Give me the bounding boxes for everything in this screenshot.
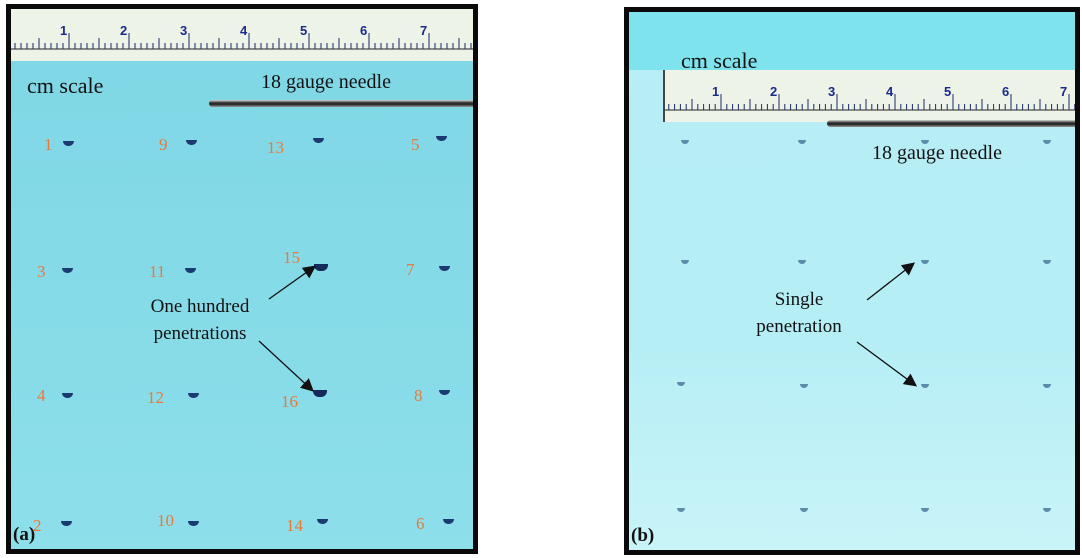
cm-ruler: 1 2 3 4 5 6 7 [663, 70, 1075, 122]
panel-tag-b: (b) [631, 525, 655, 546]
penetration-mark [61, 521, 72, 526]
ruler-number: 2 [120, 23, 127, 38]
ruler-number: 7 [420, 23, 427, 38]
penetration-mark [1043, 384, 1051, 388]
annotation-one-hundred-penetrations: One hundred penetrations [115, 293, 285, 347]
penetration-mark [439, 266, 450, 271]
penetration-mark [62, 393, 73, 398]
penetration-mark [800, 508, 808, 512]
penetration-mark [921, 260, 929, 264]
penetration-mark [185, 268, 196, 273]
penetration-mark [443, 519, 454, 524]
penetration-mark [188, 393, 199, 398]
penetration-mark [1043, 260, 1051, 264]
panel-tag-a: (a) [13, 524, 36, 545]
penetration-mark [681, 260, 689, 264]
penetration-mark [317, 519, 328, 524]
penetration-mark [921, 384, 929, 388]
penetration-mark [798, 260, 806, 264]
ruler-ticks: 1 2 3 4 5 6 7 [11, 23, 473, 50]
ruler-number: 5 [300, 23, 307, 38]
ruler-number: 6 [360, 23, 367, 38]
penetration-mark [677, 382, 685, 386]
site-number: 4 [37, 386, 46, 405]
site-number: 1 [44, 135, 53, 154]
annotation-single-penetration: Single penetration [735, 286, 863, 340]
ruler-number: 4 [886, 84, 894, 99]
ruler-number: 1 [712, 84, 719, 99]
site-number: 12 [147, 388, 164, 407]
penetration-mark [681, 140, 689, 144]
annotation-line: One hundred [150, 296, 250, 317]
site-number: 5 [411, 135, 420, 154]
cm-scale-label: cm scale [681, 48, 758, 73]
site-number: 10 [157, 511, 174, 530]
penetration-mark [313, 138, 324, 143]
penetration-mark [436, 136, 447, 141]
penetration-mark [186, 140, 197, 145]
penetration-mark [921, 140, 929, 144]
cm-ruler: 1 2 3 4 5 6 7 [11, 9, 473, 61]
penetration-mark [188, 521, 199, 526]
ruler-number: 6 [1002, 84, 1009, 99]
annotation-line: penetration [756, 316, 842, 337]
ruler-number: 1 [60, 23, 67, 38]
needle-image [209, 100, 473, 107]
site-number: 13 [267, 138, 284, 157]
penetration-mark [63, 141, 74, 146]
site-number: 8 [414, 386, 423, 405]
arrow-lower [856, 341, 918, 387]
top-band [629, 12, 1075, 70]
penetration-mark [439, 390, 450, 395]
site-number: 15 [283, 248, 300, 267]
site-number: 3 [37, 262, 46, 281]
site-number: 16 [281, 392, 298, 411]
panel-b: cm scale 1 2 3 4 5 6 7 18 gauge needle Single … [624, 7, 1080, 555]
ruler-number: 3 [828, 84, 835, 99]
annotation-arrows [258, 265, 317, 392]
penetration-mark [62, 268, 73, 273]
penetration-mark [1043, 140, 1051, 144]
ruler-ticks: 1 2 3 4 5 6 7 [665, 84, 1075, 111]
penetration-mark [921, 508, 929, 512]
annotation-line: Single [774, 289, 824, 310]
ruler-number: 4 [240, 23, 248, 38]
arrow-to-site-15 [268, 265, 317, 300]
site-number: 9 [159, 135, 168, 154]
cm-scale-label: cm scale [27, 73, 104, 98]
penetration-mark [314, 264, 328, 271]
ruler-number: 5 [944, 84, 951, 99]
penetration-mark [1043, 508, 1051, 512]
needle-image [827, 120, 1075, 127]
site-number: 2 [33, 516, 42, 535]
penetration-mark [313, 390, 327, 397]
arrow-to-site-16 [258, 340, 314, 392]
annotation-line: penetrations [153, 323, 247, 344]
needle-label: 18 gauge needle [261, 71, 391, 93]
ruler-number: 2 [770, 84, 777, 99]
penetration-mark [677, 508, 685, 512]
ruler-number: 3 [180, 23, 187, 38]
site-number: 14 [286, 516, 303, 535]
ruler-number: 7 [1060, 84, 1067, 99]
penetration-mark [798, 140, 806, 144]
needle-label: 18 gauge needle [872, 142, 1002, 164]
site-number: 7 [406, 260, 415, 279]
site-number: 6 [416, 514, 425, 533]
annotation-arrows [856, 262, 918, 387]
penetration-mark [800, 384, 808, 388]
site-number: 11 [149, 262, 166, 281]
arrow-upper [866, 262, 916, 301]
